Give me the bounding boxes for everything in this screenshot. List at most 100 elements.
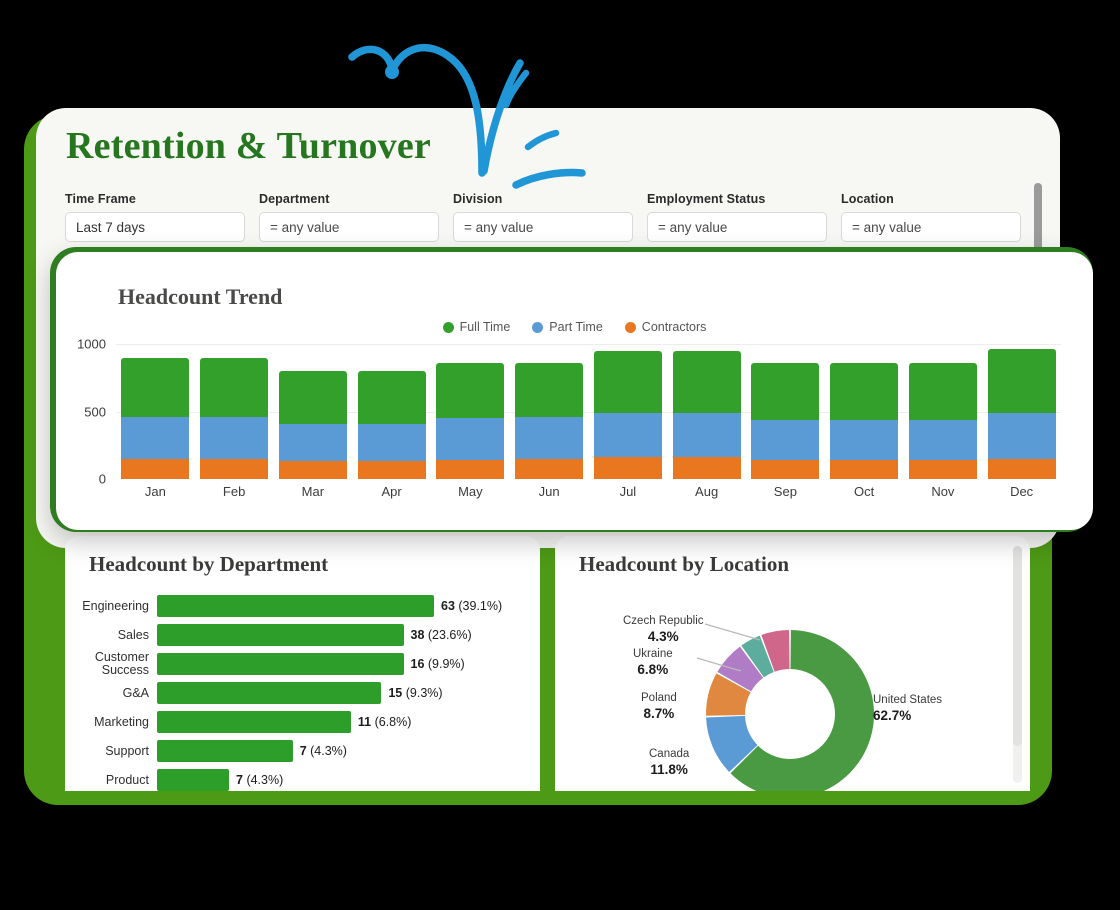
x-axis-tick: Sep xyxy=(773,484,797,499)
department-label: Sales xyxy=(117,627,149,642)
donut-callout-name: Czech Republic xyxy=(623,615,704,627)
trend-bar-segment-contractors xyxy=(200,458,269,479)
trend-bar-segment-part-time xyxy=(593,412,662,458)
department-value-label: 7 (4.3%) xyxy=(299,744,347,758)
trend-bar-segment-full-time xyxy=(672,350,741,413)
department-label: Support xyxy=(105,743,149,758)
trend-bar-stack xyxy=(751,362,820,479)
trend-bar-column[interactable] xyxy=(589,344,668,479)
trend-legend: Full Time Part Time Contractors xyxy=(56,320,1093,334)
trend-bar-column[interactable] xyxy=(982,344,1061,479)
department-value-label: 11 (6.8%) xyxy=(357,715,412,729)
trend-bar-column[interactable] xyxy=(274,344,353,479)
trend-bar-column[interactable] xyxy=(352,344,431,479)
trend-bar-stack xyxy=(436,362,505,479)
filter-input-location[interactable]: = any value xyxy=(841,212,1021,242)
department-row[interactable]: Customer Success 16 (9.9%) xyxy=(65,650,540,678)
donut-slice-ukraine[interactable] xyxy=(717,646,764,692)
department-value-label: 15 (9.3%) xyxy=(388,686,443,700)
trend-bar-stack xyxy=(593,350,662,479)
trend-bar-segment-part-time xyxy=(987,412,1056,459)
donut-slice-canada[interactable] xyxy=(706,715,758,773)
filter-label-location: Location xyxy=(841,192,894,206)
header-scrollbar-thumb[interactable] xyxy=(1034,183,1042,253)
legend-item-full-time[interactable]: Full Time xyxy=(442,320,510,334)
trend-bar-column[interactable] xyxy=(195,344,274,479)
trend-bar-stack xyxy=(515,362,584,479)
trend-bar-column[interactable] xyxy=(510,344,589,479)
donut-callout-value: 4.3% xyxy=(647,629,679,644)
legend-swatch-icon xyxy=(532,321,544,333)
donut-callout-czech-republic: Czech Republic 4.3% xyxy=(623,614,704,644)
trend-bar-stack xyxy=(672,350,741,479)
trend-bar-segment-part-time xyxy=(121,416,190,459)
department-bar xyxy=(157,740,293,762)
x-axis-tick: May xyxy=(458,484,483,499)
trend-bar-segment-contractors xyxy=(751,460,820,479)
y-axis-tick: 1000 xyxy=(77,336,106,352)
leader-line xyxy=(696,657,742,672)
x-axis-tick: Apr xyxy=(381,484,402,499)
donut-slice-czech-republic[interactable] xyxy=(741,635,774,678)
x-axis-tick: Dec xyxy=(1010,484,1034,499)
donut-slice-poland[interactable] xyxy=(706,673,751,716)
y-axis-tick: 500 xyxy=(84,404,106,419)
trend-bar-column[interactable] xyxy=(116,344,195,479)
department-row[interactable]: Engineering 63 (39.1%) xyxy=(65,592,540,620)
department-label: Customer Success xyxy=(94,650,149,677)
x-axis-tick: Oct xyxy=(854,484,875,499)
trend-bar-column[interactable] xyxy=(825,344,904,479)
trend-bar-column[interactable] xyxy=(667,344,746,479)
department-value-label: 38 (23.6%) xyxy=(410,628,472,642)
trend-bar-segment-part-time xyxy=(751,419,820,461)
department-row[interactable]: Marketing 11 (6.8%) xyxy=(65,708,540,736)
filter-input-employment-status[interactable]: = any value xyxy=(647,212,827,242)
legend-label: Contractors xyxy=(641,320,707,334)
trend-bar-column[interactable] xyxy=(746,344,825,479)
donut-slice-united-states[interactable] xyxy=(730,630,874,791)
filter-input-time-frame[interactable]: Last 7 days xyxy=(65,212,245,242)
trend-bar-stack xyxy=(357,371,426,479)
trend-panel-title: Headcount Trend xyxy=(118,284,283,309)
donut-slice-other[interactable] xyxy=(761,630,790,672)
trend-bar-segment-part-time xyxy=(200,416,269,459)
filter-department: Department = any value xyxy=(259,192,439,242)
trend-bar-column[interactable] xyxy=(904,344,983,479)
donut-callout-value: 6.8% xyxy=(637,662,669,677)
legend-item-part-time[interactable]: Part Time xyxy=(532,320,603,334)
donut-callout-name: Poland xyxy=(641,692,677,704)
donut-leader-lines xyxy=(696,623,761,672)
legend-item-contractors[interactable]: Contractors xyxy=(624,320,707,334)
trend-bar-segment-full-time xyxy=(908,362,977,420)
trend-bar-segment-full-time xyxy=(436,362,505,419)
location-donut-chart: Czech Republic 4.3% Ukraine 6.8% Poland 8.7% C… xyxy=(555,536,1030,791)
headcount-by-department-panel: Headcount by Department Engineering 63 (3… xyxy=(65,536,540,791)
trend-bar-segment-contractors xyxy=(672,457,741,479)
trend-bar-segment-contractors xyxy=(987,458,1056,479)
department-value-label: 7 (4.3%) xyxy=(236,773,284,787)
department-bar-wrapper: 63 (39.1%) xyxy=(157,595,540,617)
department-label: Product xyxy=(105,772,149,787)
page-title: Retention & Turnover xyxy=(66,125,431,167)
trend-bar-segment-full-time xyxy=(278,371,347,424)
trend-bars xyxy=(116,344,1061,479)
trend-bar-segment-contractors xyxy=(908,460,977,479)
trend-bar-segment-full-time xyxy=(987,349,1056,413)
department-bar xyxy=(157,682,382,704)
trend-bar-segment-full-time xyxy=(751,362,820,420)
filter-input-division[interactable]: = any value xyxy=(453,212,633,242)
department-label: Engineering xyxy=(82,598,149,613)
location-scrollbar-thumb[interactable] xyxy=(1013,546,1022,746)
department-value-label: 16 (9.9%) xyxy=(410,657,465,671)
department-bar-wrapper: 7 (4.3%) xyxy=(157,769,540,791)
trend-bar-column[interactable] xyxy=(431,344,510,479)
department-row[interactable]: Product 7 (4.3%) xyxy=(65,766,540,791)
department-row[interactable]: Support 7 (4.3%) xyxy=(65,737,540,765)
department-row[interactable]: G&A 15 (9.3%) xyxy=(65,679,540,707)
department-row[interactable]: Sales 38 (23.6%) xyxy=(65,621,540,649)
gridline xyxy=(116,344,1061,345)
filter-input-department[interactable]: = any value xyxy=(259,212,439,242)
donut-callout-poland: Poland 8.7% xyxy=(641,691,677,721)
trend-bar-segment-part-time xyxy=(672,412,741,458)
